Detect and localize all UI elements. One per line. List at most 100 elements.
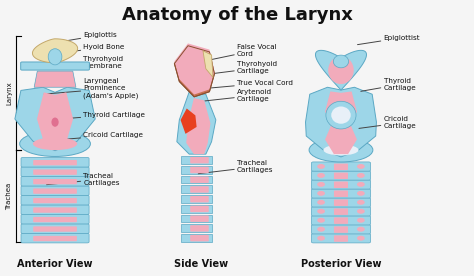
FancyBboxPatch shape xyxy=(33,207,77,213)
FancyBboxPatch shape xyxy=(21,157,89,167)
Polygon shape xyxy=(325,122,357,154)
Polygon shape xyxy=(181,195,212,203)
Text: Thyroid Cartilage: Thyroid Cartilage xyxy=(46,112,146,120)
FancyBboxPatch shape xyxy=(334,164,348,170)
Ellipse shape xyxy=(357,209,365,214)
Text: Epiglottist: Epiglottist xyxy=(357,35,420,45)
Polygon shape xyxy=(181,156,212,164)
FancyBboxPatch shape xyxy=(190,225,209,232)
Polygon shape xyxy=(32,39,78,63)
Text: False Vocal
Cord: False Vocal Cord xyxy=(204,44,277,61)
Text: Tracheal
Cartilages: Tracheal Cartilages xyxy=(46,173,120,186)
Polygon shape xyxy=(316,50,366,90)
Text: Side View: Side View xyxy=(174,259,228,269)
Text: Larynx: Larynx xyxy=(6,81,12,105)
Text: True Vocal Cord: True Vocal Cord xyxy=(204,80,293,89)
Ellipse shape xyxy=(328,56,354,84)
Ellipse shape xyxy=(357,227,365,232)
Text: Arytenoid
Cartilage: Arytenoid Cartilage xyxy=(205,89,272,102)
Polygon shape xyxy=(174,46,214,97)
Polygon shape xyxy=(181,166,212,174)
Ellipse shape xyxy=(317,164,325,169)
FancyBboxPatch shape xyxy=(190,206,209,212)
Polygon shape xyxy=(181,234,212,242)
FancyBboxPatch shape xyxy=(33,169,77,175)
Text: Cricoid Cartilage: Cricoid Cartilage xyxy=(46,132,144,141)
Ellipse shape xyxy=(317,200,325,205)
FancyBboxPatch shape xyxy=(190,186,209,193)
Text: Epiglottis: Epiglottis xyxy=(52,32,117,43)
FancyBboxPatch shape xyxy=(21,176,89,186)
FancyBboxPatch shape xyxy=(311,189,371,198)
Ellipse shape xyxy=(20,131,91,156)
FancyBboxPatch shape xyxy=(33,179,77,184)
FancyBboxPatch shape xyxy=(311,171,371,180)
Ellipse shape xyxy=(357,173,365,178)
Ellipse shape xyxy=(357,218,365,223)
FancyBboxPatch shape xyxy=(33,226,77,232)
Polygon shape xyxy=(181,214,212,222)
Polygon shape xyxy=(174,43,214,95)
FancyBboxPatch shape xyxy=(190,167,209,173)
FancyBboxPatch shape xyxy=(21,224,89,233)
Polygon shape xyxy=(181,185,212,193)
Polygon shape xyxy=(181,108,197,134)
Polygon shape xyxy=(306,87,376,157)
FancyBboxPatch shape xyxy=(334,208,348,215)
FancyBboxPatch shape xyxy=(311,162,371,171)
FancyBboxPatch shape xyxy=(21,186,89,195)
Polygon shape xyxy=(325,91,357,122)
FancyBboxPatch shape xyxy=(33,236,77,241)
Polygon shape xyxy=(15,87,95,151)
Ellipse shape xyxy=(357,236,365,241)
FancyBboxPatch shape xyxy=(33,217,77,222)
Ellipse shape xyxy=(357,200,365,205)
FancyBboxPatch shape xyxy=(334,226,348,233)
Ellipse shape xyxy=(317,209,325,214)
FancyBboxPatch shape xyxy=(190,216,209,222)
FancyBboxPatch shape xyxy=(311,216,371,225)
FancyBboxPatch shape xyxy=(311,225,371,234)
Ellipse shape xyxy=(317,191,325,196)
FancyBboxPatch shape xyxy=(21,195,89,205)
FancyBboxPatch shape xyxy=(311,180,371,189)
Ellipse shape xyxy=(333,55,349,68)
Text: Trachea: Trachea xyxy=(6,183,12,210)
Polygon shape xyxy=(37,92,73,147)
Text: Laryngeal
Prominence
(Adam's Apple): Laryngeal Prominence (Adam's Apple) xyxy=(44,78,139,99)
FancyBboxPatch shape xyxy=(190,176,209,183)
Text: Anterior View: Anterior View xyxy=(17,259,93,269)
Polygon shape xyxy=(203,51,213,78)
FancyBboxPatch shape xyxy=(334,190,348,197)
Ellipse shape xyxy=(317,227,325,232)
Ellipse shape xyxy=(317,218,325,223)
Ellipse shape xyxy=(323,145,358,155)
FancyBboxPatch shape xyxy=(21,62,90,70)
Ellipse shape xyxy=(357,164,365,169)
Ellipse shape xyxy=(357,191,365,196)
FancyBboxPatch shape xyxy=(21,167,89,177)
Ellipse shape xyxy=(309,138,373,162)
FancyBboxPatch shape xyxy=(334,172,348,179)
Ellipse shape xyxy=(52,118,59,127)
Ellipse shape xyxy=(33,137,77,150)
FancyBboxPatch shape xyxy=(334,200,348,206)
FancyBboxPatch shape xyxy=(311,207,371,216)
Text: Posterior View: Posterior View xyxy=(301,259,381,269)
Polygon shape xyxy=(177,92,216,154)
Ellipse shape xyxy=(331,107,351,124)
FancyBboxPatch shape xyxy=(33,189,77,194)
FancyBboxPatch shape xyxy=(190,157,209,163)
FancyBboxPatch shape xyxy=(190,235,209,242)
FancyBboxPatch shape xyxy=(334,182,348,188)
Ellipse shape xyxy=(48,49,62,65)
FancyBboxPatch shape xyxy=(21,205,89,214)
Text: Thyrohyoid
Cartilage: Thyrohyoid Cartilage xyxy=(203,62,277,75)
Polygon shape xyxy=(181,224,212,232)
FancyBboxPatch shape xyxy=(311,198,371,207)
Ellipse shape xyxy=(357,182,365,187)
Ellipse shape xyxy=(326,101,356,129)
FancyBboxPatch shape xyxy=(33,160,77,165)
Text: Cricoid
Cartilage: Cricoid Cartilage xyxy=(359,116,416,129)
Text: Thyrohyoid
Membrane: Thyrohyoid Membrane xyxy=(47,56,124,69)
